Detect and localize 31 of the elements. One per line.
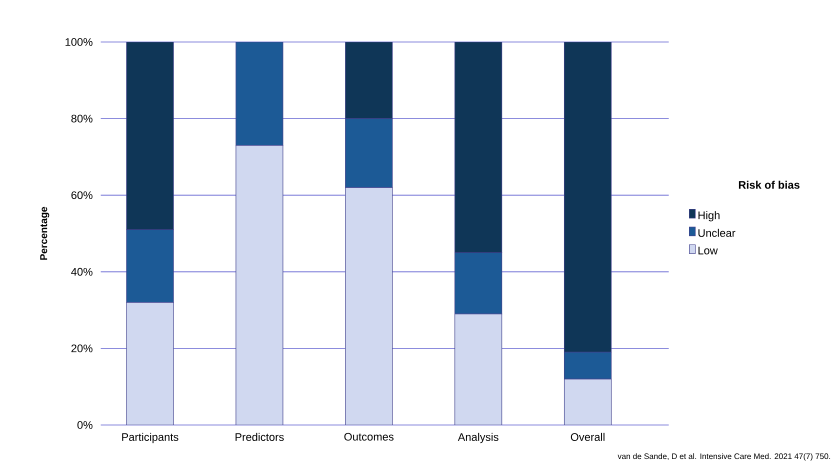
y-tick-label: 100%: [66, 38, 92, 46]
bar: [345, 118, 393, 188]
bar: [126, 42, 174, 230]
y-tick-label: 20%: [71, 344, 92, 352]
bar: [564, 42, 612, 353]
bar: [236, 42, 284, 146]
y-tick-label: 40%: [71, 268, 92, 276]
bar: [454, 252, 502, 314]
x-tick-label: Analysis: [458, 432, 498, 444]
x-tick-label: Overall: [570, 432, 604, 441]
legend-title: Risk of bias: [738, 180, 800, 189]
y-tick-label: 80%: [71, 114, 92, 122]
x-tick-label: Participants: [122, 432, 178, 444]
x-tick-label: Predictors: [236, 432, 284, 441]
y-axis-title: Percentage: [40, 206, 50, 260]
bar: [126, 229, 174, 303]
bar: [345, 187, 393, 425]
bar: [454, 42, 502, 253]
bar: [236, 145, 284, 425]
text: van de Sande, D et al. Intensive Care Med. 2021 47(7) 750.: [618, 453, 830, 461]
bar: [126, 302, 174, 425]
bar: [454, 314, 502, 425]
bar: [564, 378, 612, 425]
bar: [345, 42, 393, 119]
legend-label: High: [698, 211, 720, 222]
legend-label: Low: [698, 246, 718, 254]
x-tick-label: Outcomes: [344, 432, 394, 441]
y-tick-label: 0%: [77, 421, 92, 429]
legend-label: Unclear: [698, 228, 736, 237]
y-tick-label: 60%: [71, 191, 92, 200]
bar: [564, 352, 612, 380]
